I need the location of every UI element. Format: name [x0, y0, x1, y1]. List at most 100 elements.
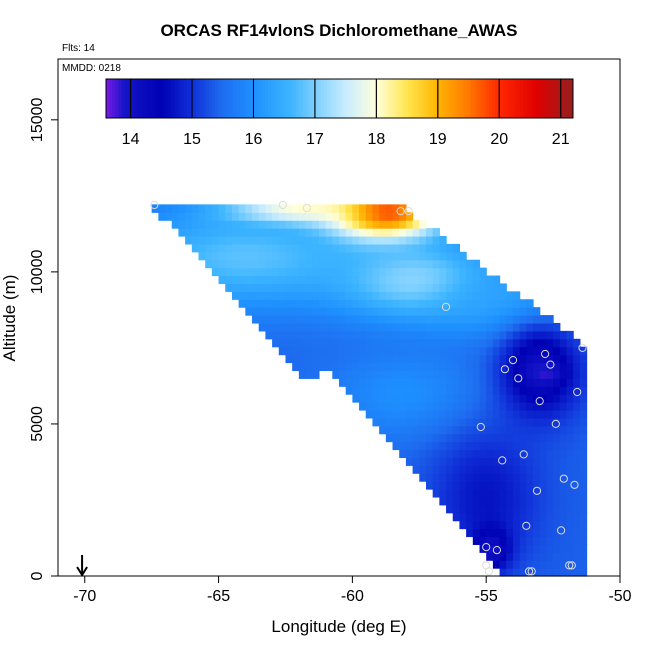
heatmap-cell: [446, 275, 454, 285]
heatmap-cell: [385, 402, 394, 411]
heatmap-cell: [573, 520, 581, 530]
heatmap-cell: [472, 409, 481, 419]
heatmap-cell: [573, 362, 581, 372]
heatmap-cell: [365, 322, 374, 332]
colorbar-segment: [464, 79, 468, 118]
heatmap-cell: [359, 354, 367, 364]
colorbar-segment: [165, 79, 169, 118]
heatmap-cell: [238, 243, 246, 253]
heatmap-cell: [492, 370, 501, 379]
heatmap-cell: [405, 370, 414, 379]
heatmap-cell: [492, 457, 501, 466]
colorbar-segment: [320, 79, 325, 118]
heatmap-cell: [272, 251, 280, 261]
heatmap-cell: [526, 394, 534, 403]
heatmap-cell: [472, 433, 481, 443]
heatmap-cell: [298, 267, 307, 277]
heatmap-cell: [352, 259, 360, 269]
heatmap-cell: [499, 299, 507, 308]
heatmap-cell: [425, 449, 434, 458]
heatmap-cell: [539, 504, 547, 514]
heatmap-cell: [405, 394, 414, 403]
heatmap-cell: [519, 386, 527, 395]
heatmap-cell: [399, 386, 407, 395]
heatmap-cell: [452, 299, 461, 308]
heatmap-cell: [225, 275, 233, 285]
heatmap-cell: [365, 283, 374, 292]
heatmap-cell: [359, 330, 367, 340]
heatmap-cell: [466, 425, 474, 435]
heatmap-cell: [512, 417, 521, 427]
heatmap-cell: [339, 220, 347, 229]
colorbar-segment: [395, 79, 400, 118]
heatmap-cell: [439, 465, 447, 474]
colorbar-segment: [445, 79, 449, 118]
heatmap-cell: [566, 330, 574, 340]
heatmap-cell: [459, 299, 467, 308]
heatmap-cell: [512, 315, 521, 324]
heatmap-cell: [446, 299, 454, 308]
heatmap-cell: [553, 330, 561, 340]
heatmap-cell: [546, 362, 554, 372]
heatmap-cell: [519, 370, 527, 379]
heatmap-cell: [492, 449, 501, 458]
heatmap-cell: [526, 315, 534, 324]
heatmap-cell: [392, 441, 400, 451]
heatmap-cell: [559, 520, 568, 530]
heatmap-cell: [292, 330, 300, 340]
heatmap-cell: [432, 449, 440, 458]
colorbar-segment: [529, 79, 534, 118]
heatmap-cell: [392, 402, 400, 411]
heatmap-cell: [372, 220, 380, 229]
heatmap-cell: [519, 504, 527, 514]
heatmap-cell: [539, 465, 547, 474]
heatmap-cell: [546, 378, 554, 387]
heatmap-cell: [459, 425, 467, 435]
heatmap-cell: [419, 267, 427, 277]
colorbar-segment: [554, 79, 558, 118]
heatmap-cell: [372, 362, 380, 372]
heatmap-cell: [245, 228, 253, 237]
heatmap-cell: [412, 228, 420, 237]
colorbar-segment: [569, 79, 574, 118]
colorbar-tick-label: 19: [429, 131, 447, 148]
heatmap-cell: [412, 386, 420, 395]
heatmap-cell: [566, 370, 574, 379]
heatmap-cell: [579, 370, 588, 379]
heatmap-cell: [533, 441, 541, 451]
heatmap-cell: [472, 457, 481, 466]
heatmap-cell: [318, 362, 327, 372]
heatmap-cell: [566, 402, 574, 411]
heatmap-cell: [365, 338, 374, 348]
heatmap-cell: [506, 465, 514, 474]
heatmap-cell: [526, 370, 534, 379]
heatmap-cell: [392, 243, 400, 253]
heatmap-cell: [512, 402, 521, 411]
colorbar-segment: [379, 79, 384, 118]
heatmap-cell: [392, 394, 400, 403]
heatmap-cell: [392, 236, 400, 245]
heatmap-cell: [399, 251, 407, 261]
heatmap-cell: [519, 560, 527, 569]
heatmap-cell: [425, 291, 434, 300]
heatmap-cell: [579, 544, 588, 553]
heatmap-cell: [379, 354, 387, 364]
heatmap-cell: [526, 489, 534, 498]
heatmap-cell: [486, 536, 494, 545]
heatmap-cell: [546, 330, 554, 340]
heatmap-cell: [325, 330, 333, 340]
heatmap-cell: [211, 204, 220, 213]
heatmap-cell: [392, 315, 400, 324]
heatmap-cell: [506, 520, 514, 530]
colorbar-segment: [348, 79, 353, 118]
colorbar-segment: [510, 79, 515, 118]
heatmap-cell: [379, 362, 387, 372]
heatmap-cell: [385, 394, 394, 403]
heatmap-cell: [486, 370, 494, 379]
colorbar-segment: [283, 79, 288, 118]
heatmap-cell: [553, 504, 561, 514]
heatmap-cell: [439, 299, 447, 308]
heatmap-cell: [439, 473, 447, 482]
heatmap-cell: [405, 433, 414, 443]
heatmap-cell: [399, 243, 407, 253]
